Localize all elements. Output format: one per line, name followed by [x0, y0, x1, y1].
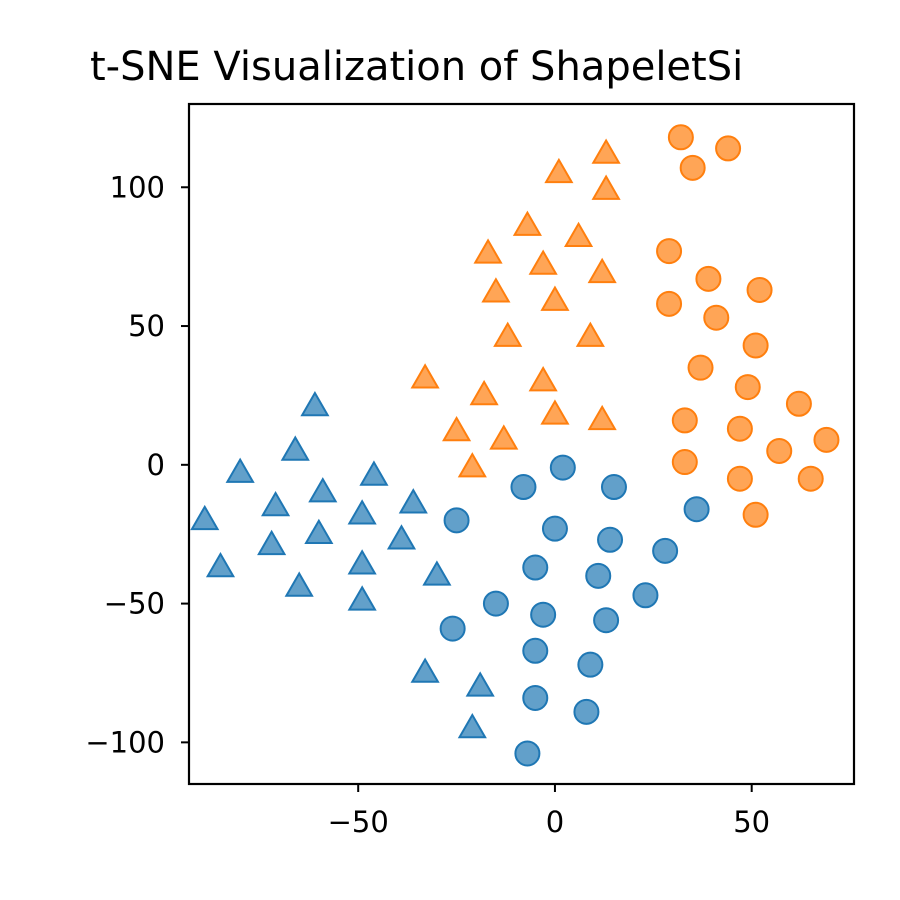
plot-area — [190, 124, 840, 767]
y-tick-label: 0 — [147, 448, 165, 482]
x-tick-label: 0 — [546, 805, 564, 839]
scatter-point-circle-1-14 — [439, 615, 466, 642]
scatter-point-triangle-2-11 — [575, 321, 605, 347]
scatter-point-triangle-0-3 — [359, 460, 389, 486]
scatter-point-triangle-0-10 — [257, 529, 287, 556]
scatter-point-circle-3-5 — [746, 276, 773, 303]
scatter-point-circle-1-19 — [514, 740, 541, 767]
scatter-point-circle-3-12 — [671, 407, 698, 434]
scatter-point-circle-3-15 — [766, 437, 793, 464]
scatter-point-triangle-2-5 — [473, 238, 503, 264]
scatter-point-triangle-0-19 — [457, 712, 487, 739]
scatter-point-triangle-2-15 — [540, 399, 570, 425]
scatter-point-circle-1-9 — [585, 562, 612, 589]
scatter-point-triangle-2-16 — [587, 404, 617, 431]
scatter-point-triangle-2-13 — [528, 366, 558, 392]
scatter-point-circle-3-14 — [813, 426, 840, 453]
scatter-point-circle-3-19 — [742, 501, 769, 528]
scatter-point-triangle-0-6 — [308, 477, 338, 503]
scatter-point-triangle-2-17 — [442, 416, 472, 442]
scatter-point-triangle-2-4 — [564, 221, 594, 247]
scatter-point-triangle-0-7 — [347, 499, 377, 525]
scatter-point-circle-1-11 — [482, 590, 509, 617]
scatter-point-triangle-2-8 — [481, 277, 511, 303]
scatter-point-circle-3-17 — [726, 465, 753, 492]
scatter-point-circle-1-10 — [632, 582, 659, 609]
scatter-point-triangle-2-19 — [457, 452, 487, 478]
scatter-point-circle-1-4 — [541, 515, 568, 542]
scatter-point-triangle-0-9 — [304, 518, 334, 544]
scatter-point-triangle-2-7 — [587, 257, 617, 284]
scatter-point-circle-3-8 — [742, 332, 769, 359]
scatter-point-triangle-2-14 — [469, 379, 499, 406]
scatter-point-triangle-0-12 — [205, 552, 236, 578]
scatter-point-triangle-2-10 — [493, 321, 523, 347]
scatter-point-circle-3-2 — [679, 154, 706, 181]
plot-frame — [187, 102, 856, 786]
scatter-point-circle-1-5 — [597, 526, 624, 553]
scatter-point-circle-3-4 — [695, 265, 722, 292]
scatter-point-circle-1-17 — [522, 684, 549, 711]
x-tick-label: −50 — [328, 805, 389, 839]
chart-title: t-SNE Visualization of ShapeletSi — [90, 44, 743, 90]
scatter-point-triangle-2-0 — [591, 138, 621, 164]
scatter-point-triangle-2-9 — [540, 285, 570, 311]
scatter-point-circle-3-11 — [785, 390, 812, 417]
axis-ticks: −50 0 50 100 50 0 −50 −100 — [85, 170, 770, 839]
scatter-point-triangle-0-0 — [300, 391, 330, 417]
scatter-point-triangle-0-8 — [398, 488, 428, 514]
scatter-point-circle-1-8 — [522, 554, 549, 581]
scatter-point-circle-1-16 — [577, 651, 604, 678]
scatter-point-circle-1-2 — [600, 474, 627, 501]
scatter-point-circle-3-13 — [726, 415, 753, 442]
scatter-point-triangle-2-12 — [410, 363, 440, 389]
scatter-point-circle-1-15 — [522, 637, 549, 664]
scatter-point-triangle-2-6 — [528, 249, 558, 275]
scatter-point-triangle-0-1 — [280, 435, 310, 461]
scatter-point-circle-1-3 — [443, 507, 470, 534]
x-tick-label: 50 — [733, 805, 770, 839]
scatter-point-triangle-0-16 — [347, 585, 377, 611]
scatter-point-triangle-0-13 — [347, 549, 377, 575]
scatter-point-triangle-0-17 — [410, 657, 440, 683]
scatter-point-circle-3-1 — [715, 135, 742, 162]
scatter-point-circle-1-0 — [549, 454, 576, 481]
scatter-point-triangle-0-14 — [422, 560, 452, 586]
scatter-point-triangle-2-2 — [591, 174, 621, 200]
scatter-point-circle-1-1 — [510, 474, 537, 501]
scatter-point-triangle-0-2 — [225, 457, 255, 483]
y-tick-label: 50 — [128, 309, 165, 343]
scatter-point-triangle-0-4 — [190, 504, 220, 531]
scatter-point-circle-1-13 — [593, 607, 620, 634]
scatter-point-triangle-2-18 — [489, 424, 519, 450]
y-tick-label: −50 — [104, 587, 165, 621]
y-tick-label: 100 — [110, 170, 165, 204]
scatter-point-circle-3-3 — [656, 238, 683, 265]
scatter-point-circle-1-12 — [530, 601, 557, 628]
scatter-point-triangle-0-11 — [386, 524, 417, 550]
y-tick-label: −100 — [85, 725, 165, 759]
scatter-point-circle-1-7 — [683, 496, 710, 523]
scatter-point-triangle-0-5 — [261, 490, 291, 517]
scatter-point-circle-3-16 — [671, 449, 698, 476]
scatter-point-circle-3-9 — [687, 354, 714, 381]
scatter-point-triangle-0-18 — [465, 671, 495, 697]
scatter-point-triangle-2-1 — [544, 157, 574, 184]
scatter-point-circle-3-7 — [703, 304, 730, 331]
scatter-point-triangle-2-3 — [512, 210, 542, 236]
scatter-point-circle-3-18 — [797, 465, 824, 492]
scatter-point-circle-3-6 — [656, 290, 683, 317]
scatter-point-circle-3-10 — [734, 374, 761, 401]
scatter-point-triangle-0-15 — [284, 571, 314, 597]
scatter-point-circle-1-18 — [573, 698, 600, 725]
scatter-point-circle-1-6 — [652, 537, 679, 564]
scatter-point-circle-3-0 — [667, 124, 694, 151]
